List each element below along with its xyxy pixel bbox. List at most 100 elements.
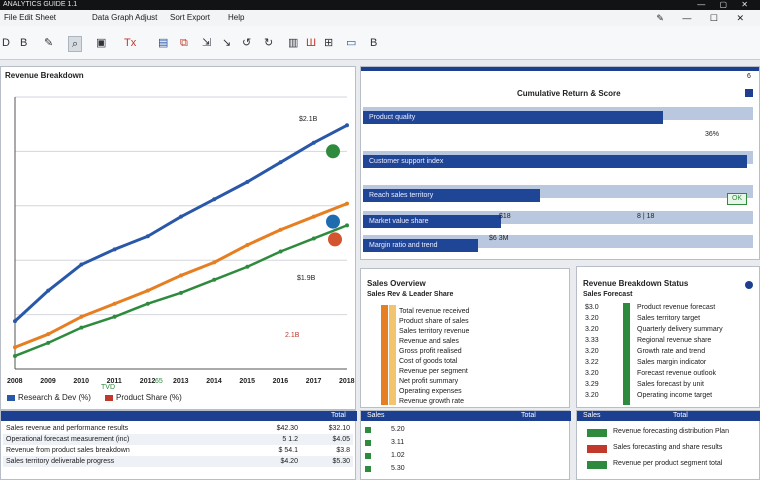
- line-chart: $2.1B $1.9B TVD 65 2.1B 2008 2009 2010 2011 2012 2…: [7, 96, 355, 391]
- status-indicator: [587, 445, 607, 453]
- table-row[interactable]: Operational forecast measurement (inc) 5 …: [3, 434, 353, 445]
- list-item: Regional revenue share: [637, 337, 712, 344]
- edit-icon[interactable]: ✎: [44, 37, 54, 49]
- layout-icon[interactable]: ⊞: [324, 37, 334, 49]
- menu-item[interactable]: File Edit Sheet: [4, 13, 57, 22]
- list-value: 3.20: [585, 348, 599, 355]
- list-item: Forecast revenue outlook: [637, 370, 716, 377]
- status-indicator: [365, 466, 371, 472]
- menu-right-icons[interactable]: ✎ — ☐ ✕: [656, 13, 752, 23]
- list-item: Sales margin indicator: [637, 359, 707, 366]
- list-title: Sales Overview: [367, 279, 426, 288]
- data-point: [112, 301, 117, 306]
- table-row[interactable]: Sales territory deliverable progress $4.2…: [3, 456, 353, 467]
- table-cell: $5.30: [332, 458, 350, 465]
- list-value: 3.20: [585, 326, 599, 333]
- status-badge: OK: [727, 193, 747, 205]
- data-point: [145, 288, 150, 293]
- redo-icon[interactable]: ↻: [264, 37, 274, 49]
- list-value: 3.29: [585, 381, 599, 388]
- table-row[interactable]: Revenue from product sales breakdown $ 54…: [3, 445, 353, 456]
- menu-item[interactable]: Sort Export: [170, 13, 211, 22]
- x-tick-label: 2012: [140, 378, 156, 385]
- data-point: [79, 314, 84, 319]
- data-point: [345, 223, 349, 228]
- data-point: [112, 314, 117, 319]
- point-label-b: 65: [155, 378, 163, 385]
- panel-icon[interactable]: ▭: [346, 37, 357, 49]
- data-point: [145, 234, 150, 239]
- list-value: 3.20: [585, 370, 599, 377]
- table-cell: Revenue from product sales breakdown: [6, 447, 130, 454]
- search-icon[interactable]: ⌕: [68, 36, 83, 52]
- end-marker-green: [326, 144, 340, 159]
- chart-title: Revenue Breakdown: [5, 71, 84, 80]
- window-controls[interactable]: — ▢ ✕: [697, 0, 754, 9]
- menu-item[interactable]: Help: [228, 13, 245, 22]
- bar-marker-1: $18: [499, 213, 511, 220]
- table-cell: Operational forecast measurement (inc): [6, 436, 130, 443]
- chart-icon[interactable]: Ш: [306, 37, 317, 49]
- right-table-header: Sales Total: [577, 411, 760, 421]
- panel-number: 6: [747, 73, 751, 80]
- table-cell: 5.20: [391, 426, 405, 433]
- table-icon[interactable]: ▤: [158, 37, 169, 49]
- bar-note-1: 36%: [705, 131, 720, 138]
- resize-icon[interactable]: ⇲: [202, 37, 212, 49]
- x-tick-label: 2009: [40, 378, 56, 385]
- bold-icon[interactable]: B: [370, 37, 378, 49]
- list-item: Revenue and sales: [399, 338, 459, 345]
- table-row[interactable]: Sales revenue and performance results $42…: [3, 423, 353, 434]
- end-marker-red: [328, 232, 342, 247]
- toolbar-button[interactable]: D: [2, 37, 10, 49]
- data-point: [179, 290, 183, 295]
- menu-bar: File Edit Sheet Data Graph Adjust Sort E…: [0, 10, 760, 26]
- frame-icon[interactable]: ▣: [96, 37, 107, 49]
- data-point: [46, 288, 51, 293]
- table-cell: Revenue per product segment total: [613, 460, 723, 467]
- grid-icon[interactable]: ▥: [288, 37, 299, 49]
- data-point: [179, 273, 183, 278]
- forecast-list-panel: Revenue Breakdown Status Sales Forecast …: [576, 266, 760, 408]
- list-item: Operating income target: [637, 392, 713, 399]
- status-indicator: [587, 429, 607, 437]
- point-label-c: 2.1B: [285, 332, 300, 339]
- table-cell: 3.11: [391, 439, 405, 446]
- right-table-panel: Sales Total Revenue forecasting distribu…: [576, 410, 760, 480]
- list-value: 3.22: [585, 359, 599, 366]
- menu-item[interactable]: Data Graph Adjust: [92, 13, 158, 22]
- list-item: Revenue growth rate: [399, 398, 464, 405]
- data-point: [345, 123, 349, 128]
- end-label-1: $2.1B: [299, 116, 318, 123]
- bar-row: Margin ratio and trend: [363, 239, 478, 252]
- list-value: 3.33: [585, 337, 599, 344]
- undo-icon[interactable]: ↺: [242, 37, 252, 49]
- toolbar-button[interactable]: B: [20, 37, 28, 49]
- table-cell: $ 54.1: [278, 447, 298, 454]
- chart-legend-1: Research & Dev (%): [7, 393, 91, 402]
- x-tick-label: 2015: [239, 378, 255, 385]
- forecast-menu-icon[interactable]: [745, 281, 753, 289]
- list-item: Operating expenses: [399, 388, 462, 395]
- table-cell: $3.8: [336, 447, 350, 454]
- list-value: $3.0: [585, 304, 599, 311]
- list-item: Quarterly delivery summary: [637, 326, 723, 333]
- copy-icon[interactable]: ⧉: [180, 37, 188, 49]
- bar-row: Reach sales territory: [363, 189, 540, 202]
- list-item: Sales forecast by unit: [637, 381, 704, 388]
- list-item: Cost of goods total: [399, 358, 458, 365]
- main-table-panel: Total Sales revenue and performance resu…: [0, 410, 357, 480]
- list-item: Growth rate and trend: [637, 348, 706, 355]
- bar-panel: Cumulative Return & Score 6 Product qual…: [360, 66, 760, 260]
- bar-row: Product quality: [363, 111, 663, 124]
- text-icon[interactable]: Tx: [124, 37, 137, 49]
- data-point: [212, 260, 217, 265]
- table-cell: Sales forecasting and share results: [613, 444, 723, 451]
- toolbar: D B ✎ ⌕ ▣ Tx ▤ ⧉ ⇲ ↘ ↺ ↻ ▥ Ш ⊞ ▭ B: [0, 26, 760, 60]
- list-item: Product revenue forecast: [637, 304, 716, 311]
- arrow-icon[interactable]: ↘: [222, 37, 232, 49]
- panel-menu-icon[interactable]: [745, 89, 753, 97]
- table-cell: $42.30: [276, 425, 298, 432]
- data-point: [311, 236, 316, 241]
- end-marker-blue: [326, 214, 340, 229]
